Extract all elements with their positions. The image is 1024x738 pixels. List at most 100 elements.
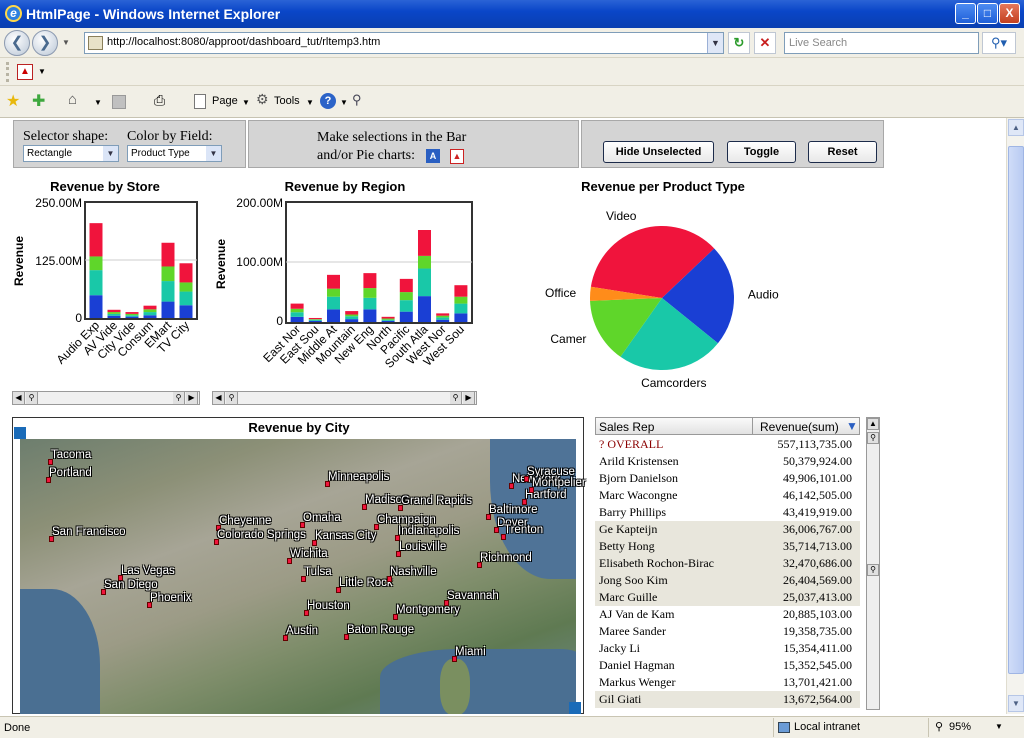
region-bar-3-2[interactable] [345,314,359,317]
store-bar-1-3[interactable] [107,309,121,313]
store-bar-3-0[interactable] [143,315,157,318]
tools-menu[interactable]: Tools [274,95,300,107]
region-bar-5-3[interactable] [381,316,395,319]
table-row[interactable]: Arild Kristensen 50,379,924.00 [595,453,860,470]
pie-slice-4[interactable] [589,286,662,301]
region-bar-7-0[interactable] [418,296,431,322]
store-bar-4-1[interactable] [161,281,175,302]
zoom-icon[interactable]: ⚲ [867,564,879,576]
page-vertical-scrollbar[interactable]: ▲ ▼ [1006,118,1024,714]
store-bar-4-3[interactable] [161,242,175,267]
zoom-icon[interactable]: ⚲ [173,392,185,404]
map-image[interactable] [20,439,576,714]
zoom-icon[interactable]: ⚲ [26,392,38,404]
region-bar-5-1[interactable] [381,319,395,321]
region-bar-1-0[interactable] [308,320,322,322]
store-bar-1-2[interactable] [107,312,121,314]
table-row[interactable]: Bjorn Danielson 49,906,101.00 [595,470,860,487]
scroll-right-icon[interactable]: ▶ [186,392,198,404]
store-bar-3-2[interactable] [143,309,157,313]
color-by-field-select[interactable]: Product Type ▼ [127,145,222,162]
minimize-button[interactable]: _ [955,3,976,24]
region-bar-4-1[interactable] [363,297,377,310]
sort-desc-icon[interactable]: ▼ [846,419,858,433]
print-icon[interactable]: ⎙ [154,92,166,108]
store-chart-scrollbar[interactable]: ◀ ⚲ ⚲ ▶ [12,391,200,405]
zoom-control[interactable]: ⚲ 95% ▼ [928,718,1024,737]
store-bar-2-1[interactable] [125,315,139,317]
map-resize-handle[interactable] [569,702,581,714]
address-dropdown-icon[interactable]: ▼ [707,33,723,53]
favorites-star-icon[interactable]: ★ [6,93,21,110]
toggle-button[interactable]: Toggle [727,141,796,163]
table-row[interactable]: Jong Soo Kim 26,404,569.00 [595,572,860,589]
region-bar-6-3[interactable] [399,278,413,293]
table-row[interactable]: Barry Phillips 43,419,919.00 [595,504,860,521]
store-bar-5-2[interactable] [179,282,193,292]
refresh-button[interactable]: ↻ [728,32,750,54]
table-row[interactable]: Betty Hong 35,714,713.00 [595,538,860,555]
store-bar-1-1[interactable] [107,313,121,316]
store-bar-0-2[interactable] [89,256,103,271]
pie-slice-3[interactable] [590,298,662,357]
export-excel-icon[interactable]: A [426,149,440,163]
help-icon[interactable]: ? [320,93,336,109]
region-bar-1-3[interactable] [308,317,322,320]
scroll-thumb[interactable] [1008,146,1024,674]
scroll-left-icon[interactable]: ◀ [13,392,25,404]
store-bar-4-2[interactable] [161,266,175,282]
table-row[interactable]: Marc Guille 25,037,413.00 [595,589,860,606]
zoom-dropdown-icon[interactable]: ▼ [995,722,1003,731]
table-row[interactable]: Maree Sander 19,358,735.00 [595,623,860,640]
store-bar-0-1[interactable] [89,270,103,296]
region-bar-0-1[interactable] [290,312,304,317]
region-bar-6-2[interactable] [399,292,413,301]
region-bar-2-2[interactable] [327,288,340,297]
table-row[interactable]: Gil Giati 13,672,564.00 [595,691,860,708]
back-button[interactable]: ❮ [4,30,30,56]
region-bar-5-2[interactable] [381,318,395,320]
overall-row[interactable]: ? OVERALL 557,113,735.00 [595,436,860,453]
region-bar-7-2[interactable] [418,255,431,269]
region-bar-0-3[interactable] [290,303,304,309]
table-row[interactable]: Jacky Li 15,354,411.00 [595,640,860,657]
scroll-up-icon[interactable]: ▲ [1008,119,1024,136]
region-bar-1-2[interactable] [308,319,322,320]
close-button[interactable]: X [999,3,1020,24]
scroll-down-icon[interactable]: ▼ [1008,695,1024,712]
search-input[interactable]: Live Search [784,32,979,54]
store-bar-5-0[interactable] [179,305,193,318]
selector-shape-select[interactable]: Rectangle ▼ [23,145,119,162]
region-bar-9-1[interactable] [454,303,468,314]
store-bar-5-3[interactable] [179,263,193,283]
scroll-left-icon[interactable]: ◀ [213,392,225,404]
region-bar-3-3[interactable] [345,311,359,315]
page-dropdown-icon[interactable]: ▼ [242,98,250,107]
region-bar-3-0[interactable] [345,319,359,322]
region-bar-8-2[interactable] [436,315,450,318]
col-header-revenue[interactable]: Revenue(sum) [760,420,839,434]
region-bar-3-1[interactable] [345,316,359,320]
add-favorites-icon[interactable]: ✚ [32,93,46,110]
region-bar-4-2[interactable] [363,288,377,298]
region-bar-9-2[interactable] [454,296,468,304]
zoom-icon[interactable]: ⚲ [450,392,462,404]
table-row[interactable]: AJ Van de Kam 20,885,103.00 [595,606,860,623]
region-bar-1-1[interactable] [308,319,322,321]
scroll-right-icon[interactable]: ▶ [463,392,475,404]
region-bar-0-0[interactable] [290,316,304,322]
zoom-icon[interactable]: ⚲ [226,392,238,404]
region-bar-8-0[interactable] [436,319,450,322]
store-bar-2-0[interactable] [125,316,139,318]
table-row[interactable]: Ge Kapteijn 36,006,767.00 [595,521,860,538]
help-dropdown-icon[interactable]: ▼ [340,98,348,107]
store-bar-3-3[interactable] [143,305,157,310]
pie-slice-0[interactable] [590,225,715,298]
store-bar-4-0[interactable] [161,301,175,318]
region-bar-9-3[interactable] [454,285,468,297]
pie-slice-1[interactable] [662,248,734,344]
region-bar-2-3[interactable] [327,274,340,289]
region-bar-8-3[interactable] [436,313,450,316]
store-bar-3-1[interactable] [143,312,157,316]
scroll-up-icon[interactable]: ▲ [867,418,879,430]
